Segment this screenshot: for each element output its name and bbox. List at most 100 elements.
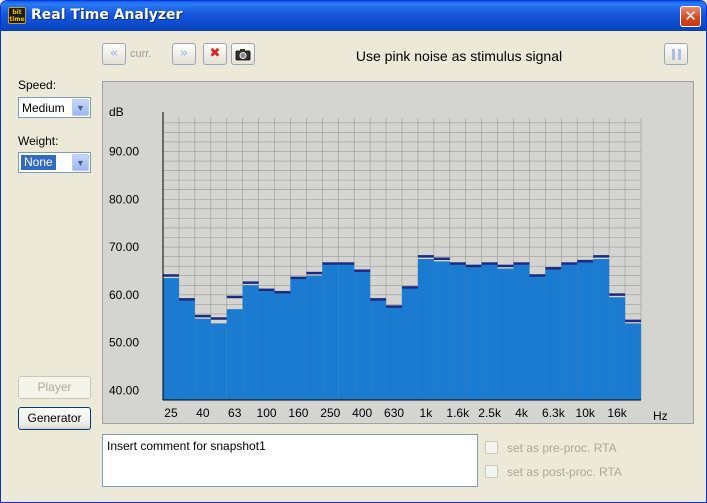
x-tick-label: 250 xyxy=(320,406,340,420)
current-label: curr. xyxy=(130,48,152,60)
peak-marker-12.5k xyxy=(593,255,610,258)
title-bar[interactable]: bit time Real Time Analyzer ✕ xyxy=(1,1,706,31)
peak-marker-250 xyxy=(322,262,339,265)
band-bar-10k xyxy=(577,261,594,400)
band-bar-6.3k xyxy=(545,268,562,400)
rewind-icon: « xyxy=(109,46,119,61)
x-tick-label: 63 xyxy=(228,406,242,420)
band-bar-315 xyxy=(338,263,355,400)
band-bar-800 xyxy=(402,287,418,400)
generator-button[interactable]: Generator xyxy=(18,407,91,430)
delete-snapshot-button[interactable]: ✖ xyxy=(203,43,227,65)
peak-marker-25 xyxy=(163,274,179,277)
band-bar-4k xyxy=(513,263,530,400)
peak-marker-6.3k xyxy=(545,267,562,270)
checkbox-box[interactable] xyxy=(485,465,498,478)
rta-chart-svg: dB 90.00 80.00 70.00 60.00 50.00 40.00 25 40 63 10… xyxy=(109,105,668,423)
x-axis-unit: Hz xyxy=(653,409,668,423)
band-bar-250 xyxy=(322,263,339,400)
x-tick-label: 25 xyxy=(164,406,178,420)
peak-marker-315 xyxy=(338,262,355,265)
chevron-down-icon[interactable]: ▼ xyxy=(72,99,89,116)
close-button[interactable]: ✕ xyxy=(680,6,701,27)
band-bar-2.5k xyxy=(481,263,498,400)
peak-marker-31.5 xyxy=(178,298,195,301)
y-tick-label: 90.00 xyxy=(109,144,139,158)
pause-icon xyxy=(672,49,675,60)
peak-marker-2k xyxy=(465,264,482,268)
peak-marker-8k xyxy=(561,262,578,265)
peak-marker-1k xyxy=(417,255,434,258)
peak-marker-125 xyxy=(274,290,291,294)
peak-marker-3.15k xyxy=(497,264,514,268)
x-tick-label: 40 xyxy=(196,406,210,420)
chevron-down-icon[interactable]: ▼ xyxy=(72,154,89,171)
stimulus-hint: Use pink noise as stimulus signal xyxy=(355,48,563,64)
peak-marker-400 xyxy=(354,269,371,272)
band-bar-5k xyxy=(529,275,546,400)
peak-marker-200 xyxy=(306,271,323,275)
y-tick-label: 70.00 xyxy=(109,240,139,254)
next-snapshot-button[interactable]: » xyxy=(172,43,196,65)
x-tick-label: 400 xyxy=(352,406,372,420)
band-bar-25 xyxy=(163,278,179,400)
band-bar-8k xyxy=(561,263,578,400)
peak-marker-800 xyxy=(402,286,418,289)
y-tick-label: 80.00 xyxy=(109,192,139,206)
peak-marker-1.25k xyxy=(433,257,450,260)
peak-marker-100 xyxy=(258,288,275,292)
y-axis-label: dB xyxy=(109,105,124,119)
x-tick-label: 1k xyxy=(420,406,434,420)
post-proc-checkbox[interactable]: set as post-proc. RTA xyxy=(485,465,622,479)
snapshot-comment-input[interactable]: Insert comment for snapshot1 xyxy=(102,434,478,487)
speed-select[interactable]: Medium ▼ xyxy=(18,97,91,118)
snapshot-button[interactable] xyxy=(231,43,255,65)
peak-marker-4k xyxy=(513,262,530,265)
x-tick-label: 4k xyxy=(515,406,529,420)
band-bar-3.15k xyxy=(497,268,514,400)
window-title: Real Time Analyzer xyxy=(31,7,183,23)
band-bar-40 xyxy=(194,318,211,400)
player-button[interactable]: Player xyxy=(18,376,91,399)
pre-proc-label: set as pre-proc. RTA xyxy=(507,441,617,455)
peak-marker-500 xyxy=(370,298,387,301)
peak-marker-2.5k xyxy=(481,262,498,265)
band-bar-160 xyxy=(290,278,307,400)
y-tick-label: 40.00 xyxy=(109,383,139,397)
band-bar-630 xyxy=(386,306,402,400)
x-tick-label: 1.6k xyxy=(446,406,470,420)
rta-chart: dB 90.00 80.00 70.00 60.00 50.00 40.00 25 40 63 10… xyxy=(102,81,694,424)
delete-icon: ✖ xyxy=(209,46,221,61)
peak-marker-63 xyxy=(226,295,243,299)
peak-marker-20k xyxy=(625,319,641,323)
band-bar-1.6k xyxy=(449,263,466,400)
checkbox-box[interactable] xyxy=(485,441,498,454)
x-tick-label: 630 xyxy=(384,406,404,420)
peak-marker-630 xyxy=(386,305,402,308)
y-tick-label: 60.00 xyxy=(109,288,139,302)
band-bar-500 xyxy=(370,299,387,400)
pre-proc-checkbox[interactable]: set as pre-proc. RTA xyxy=(485,441,617,455)
weight-select[interactable]: None ▼ xyxy=(18,152,91,173)
band-bar-31.5 xyxy=(178,299,195,400)
peak-marker-1.6k xyxy=(449,262,466,265)
x-tick-label: 6.3k xyxy=(542,406,566,420)
band-bar-50 xyxy=(210,323,227,400)
speed-value: Medium xyxy=(22,101,65,115)
weight-value: None xyxy=(21,155,56,170)
band-bar-12.5k xyxy=(593,259,610,400)
forward-icon: » xyxy=(179,46,189,61)
pause-button[interactable] xyxy=(664,43,688,65)
peak-marker-5k xyxy=(529,274,546,277)
peak-marker-16k xyxy=(609,293,626,296)
peak-marker-160 xyxy=(290,276,307,280)
y-tick-label: 50.00 xyxy=(109,336,139,350)
camera-icon xyxy=(235,49,251,61)
post-proc-label: set as post-proc. RTA xyxy=(507,465,622,479)
previous-snapshot-button[interactable]: « xyxy=(102,43,126,65)
x-tick-label: 2.5k xyxy=(478,406,502,420)
band-bar-1.25k xyxy=(433,261,450,400)
app-logo-icon: bit time xyxy=(8,7,26,24)
peak-marker-50 xyxy=(210,317,227,320)
